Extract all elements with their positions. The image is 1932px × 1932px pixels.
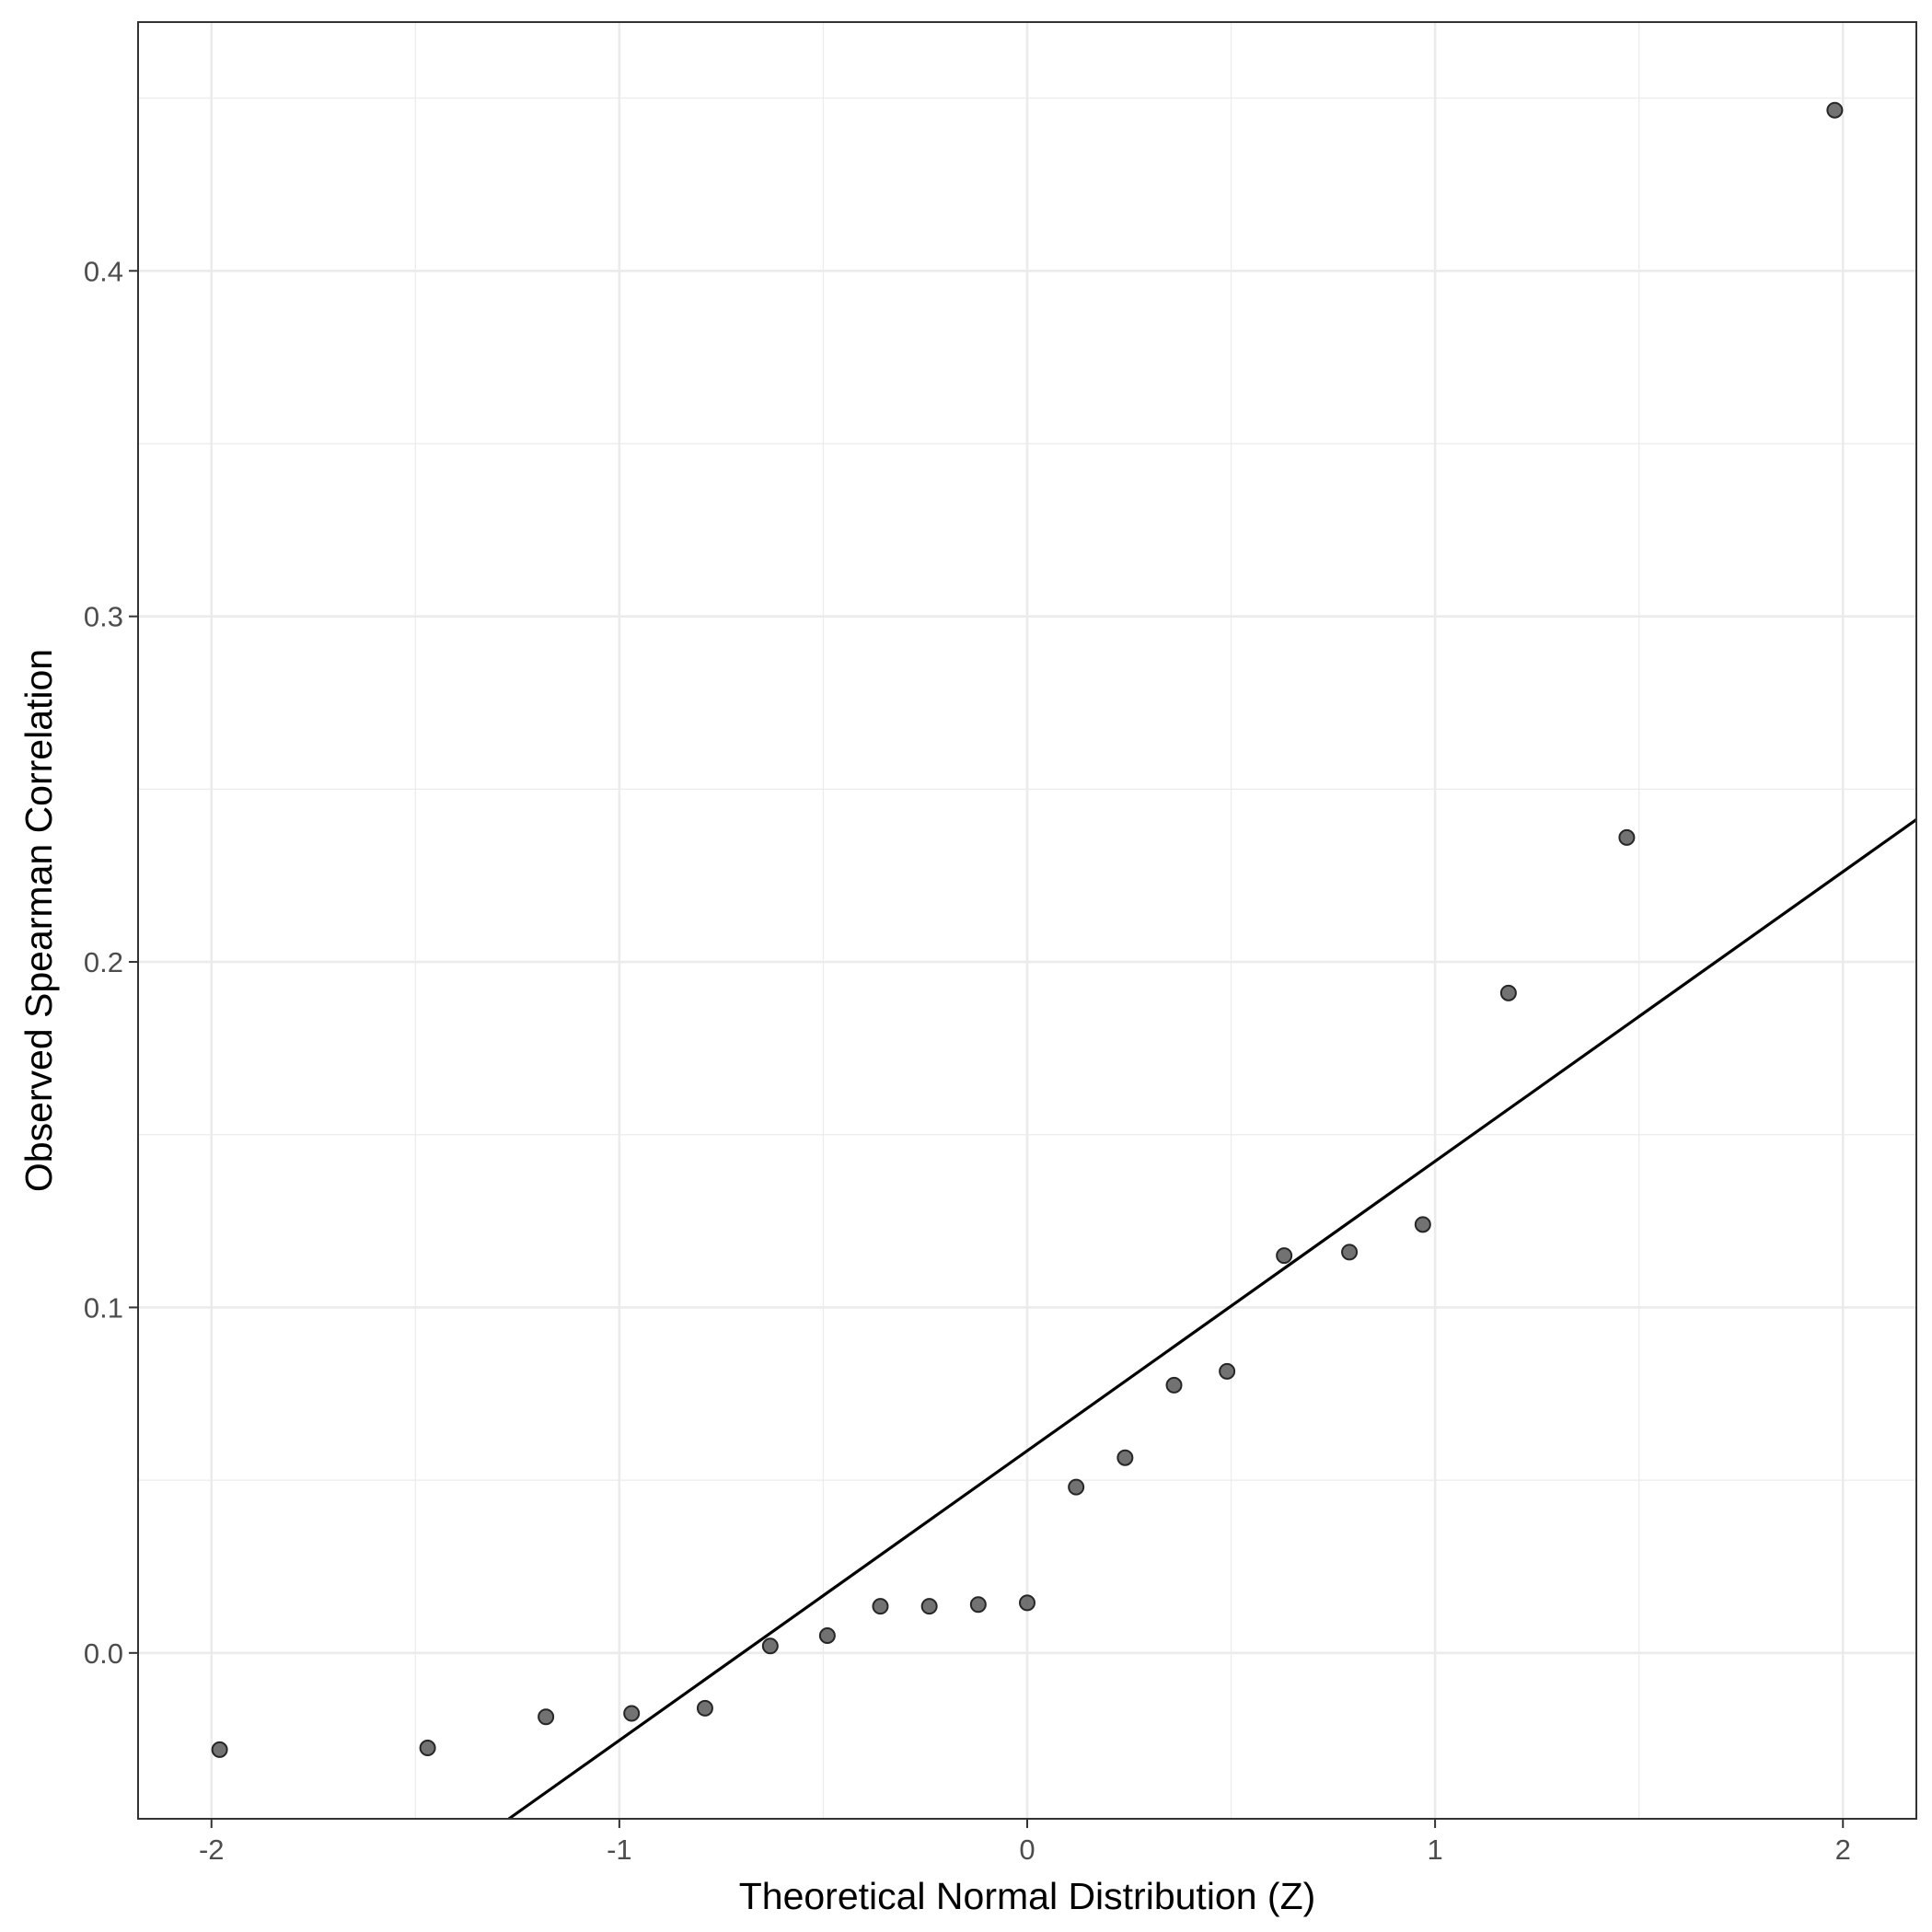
data-point	[969, 1596, 987, 1614]
data-point	[1068, 1478, 1085, 1496]
qq-reference-line	[507, 818, 1917, 1821]
x-tick-label: 1	[1427, 1834, 1442, 1866]
x-axis-title: Theoretical Normal Distribution (Z)	[739, 1875, 1316, 1917]
x-tick-label: -2	[199, 1834, 225, 1866]
data-point	[696, 1699, 713, 1717]
y-tick-label: 0.0	[84, 1637, 123, 1670]
data-point	[920, 1598, 938, 1615]
data-point	[211, 1741, 228, 1758]
data-point	[872, 1598, 889, 1615]
data-point	[623, 1705, 641, 1722]
data-point	[1116, 1449, 1134, 1466]
y-tick-label: 0.3	[84, 601, 123, 633]
axis-layer: -2 -1 0 1 2 0.0 0.1 0.2 0.3 0.4	[84, 255, 1851, 1866]
y-tick-label: 0.2	[84, 946, 123, 978]
data-point	[1414, 1216, 1431, 1233]
data-point	[1499, 984, 1517, 1001]
points-layer	[211, 101, 1844, 1758]
data-point	[1019, 1594, 1035, 1612]
x-tick-label: -1	[607, 1834, 632, 1866]
grid-layer	[138, 22, 1916, 1819]
data-point	[1341, 1244, 1359, 1261]
data-point	[1826, 101, 1844, 119]
x-tick-label: 2	[1835, 1834, 1851, 1866]
data-point	[818, 1627, 836, 1645]
x-tick-label: 0	[1019, 1834, 1035, 1866]
y-axis-title: Observed Spearman Correlation	[17, 649, 60, 1192]
data-point	[1219, 1362, 1236, 1380]
y-tick-label: 0.1	[84, 1291, 123, 1324]
data-point	[419, 1740, 436, 1757]
data-point	[1165, 1376, 1183, 1394]
y-tick-label: 0.4	[84, 255, 123, 287]
data-point	[761, 1637, 779, 1655]
data-point	[1276, 1247, 1293, 1265]
reference-line-layer	[507, 818, 1917, 1821]
data-point	[1618, 828, 1636, 846]
data-point	[538, 1708, 555, 1726]
